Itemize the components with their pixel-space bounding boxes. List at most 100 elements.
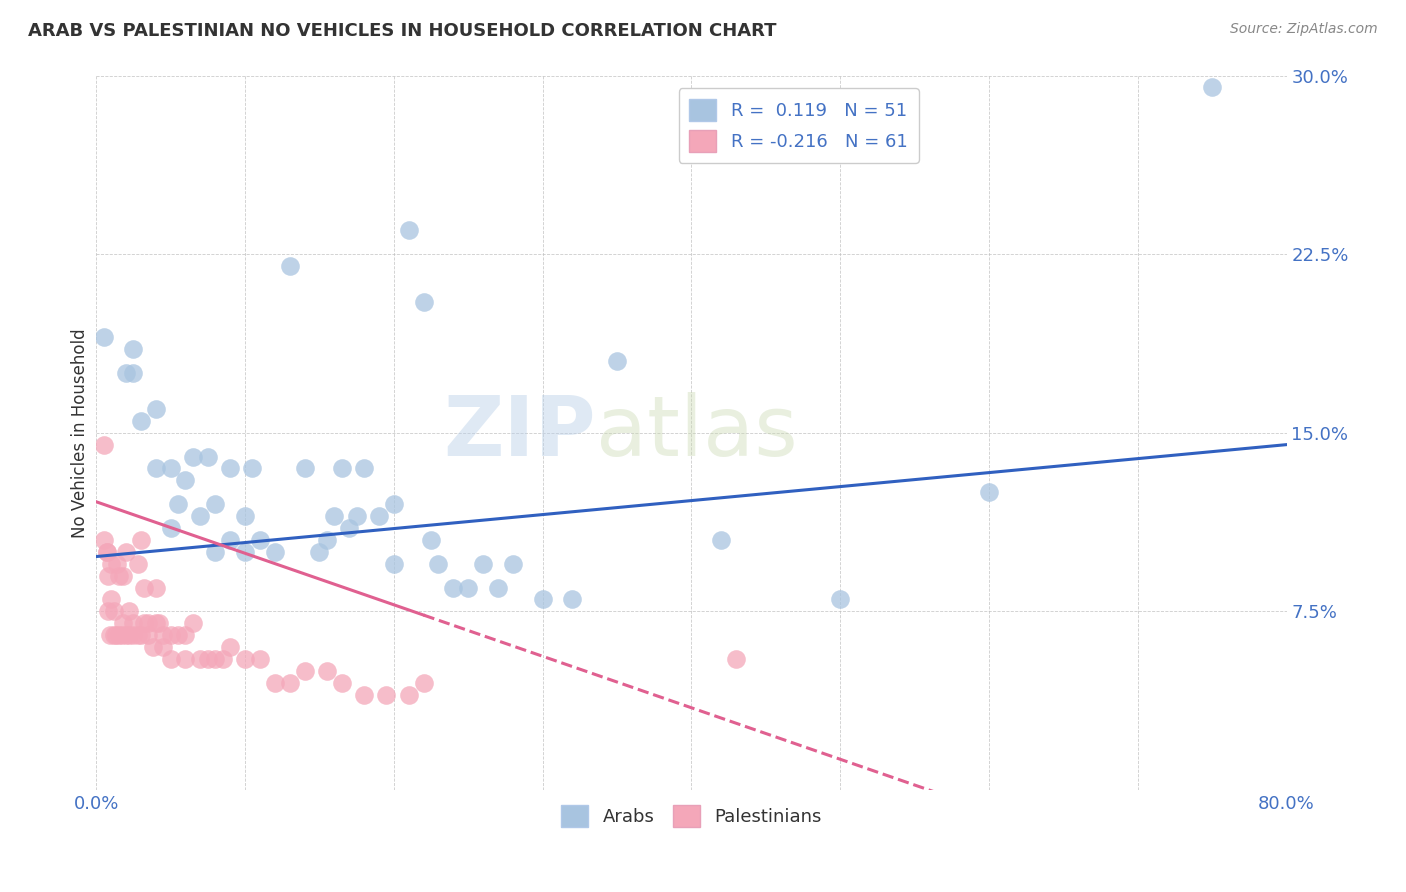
Point [122,616,145,631]
Point [190,652,212,666]
Point [103,628,125,642]
Point [111,616,134,631]
Point [167,497,190,511]
Point [127,557,149,571]
Point [977,485,1000,500]
Text: ZIP: ZIP [444,392,596,474]
Point [315,664,337,678]
Point [115,628,138,642]
Point [263,675,285,690]
Point [353,461,375,475]
Point [115,545,138,559]
Point [441,581,464,595]
Point [330,675,353,690]
Point [219,640,242,654]
Point [96,545,118,559]
Point [104,628,127,642]
Point [204,652,226,666]
Point [129,628,152,642]
Point [174,652,197,666]
Point [100,592,122,607]
Point [724,652,747,666]
Point [315,533,337,547]
Point [148,616,170,631]
Point [159,521,181,535]
Point [97,568,120,582]
Point [145,401,167,416]
Point [353,688,375,702]
Point [472,557,495,571]
Point [278,259,301,273]
Point [830,592,852,607]
Point [122,366,145,380]
Point [159,652,181,666]
Point [107,628,129,642]
Point [122,628,145,642]
Point [190,509,212,524]
Point [97,604,120,618]
Point [412,294,434,309]
Point [93,330,115,344]
Point [242,461,264,475]
Text: ARAB VS PALESTINIAN NO VEHICLES IN HOUSEHOLD CORRELATION CHART: ARAB VS PALESTINIAN NO VEHICLES IN HOUSE… [28,22,776,40]
Point [346,509,368,524]
Point [145,581,167,595]
Point [159,628,181,642]
Point [142,640,165,654]
Point [100,557,122,571]
Point [233,509,256,524]
Point [152,628,174,642]
Point [136,628,159,642]
Text: atlas: atlas [596,392,799,474]
Point [204,545,226,559]
Point [145,461,167,475]
Point [145,616,167,631]
Point [337,521,360,535]
Point [502,557,524,571]
Point [93,437,115,451]
Point [132,581,155,595]
Point [93,533,115,547]
Point [1201,80,1223,95]
Point [263,545,285,559]
Point [118,604,141,618]
Point [204,497,226,511]
Point [330,461,353,475]
Point [398,223,420,237]
Point [96,545,118,559]
Point [249,533,271,547]
Point [294,461,316,475]
Point [111,568,134,582]
Point [294,664,316,678]
Point [159,461,181,475]
Point [174,628,197,642]
Point [323,509,346,524]
Y-axis label: No Vehicles in Household: No Vehicles in Household [72,328,89,538]
Point [249,652,271,666]
Point [197,652,219,666]
Point [181,616,204,631]
Point [129,533,152,547]
Point [98,628,121,642]
Point [115,366,138,380]
Point [105,557,128,571]
Point [427,557,450,571]
Legend: Arabs, Palestinians: Arabs, Palestinians [554,798,828,835]
Point [122,343,145,357]
Point [118,628,141,642]
Point [420,533,443,547]
Point [219,533,242,547]
Point [127,628,149,642]
Point [710,533,733,547]
Point [136,616,159,631]
Point [107,568,129,582]
Point [382,557,405,571]
Text: Source: ZipAtlas.com: Source: ZipAtlas.com [1230,22,1378,37]
Point [233,652,256,666]
Point [219,461,242,475]
Point [486,581,509,595]
Point [103,604,125,618]
Point [368,509,391,524]
Point [278,675,301,690]
Point [167,628,190,642]
